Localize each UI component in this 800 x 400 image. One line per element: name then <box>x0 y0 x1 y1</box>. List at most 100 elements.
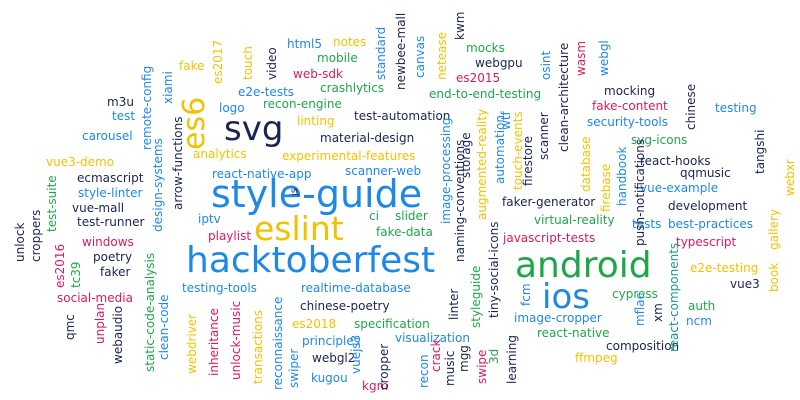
word-kwm: kwm <box>453 11 467 40</box>
word-style-guide: style-guide <box>211 172 423 216</box>
word-qmc: qmc <box>63 314 77 340</box>
word-fake-content: fake-content <box>592 99 668 113</box>
word-learning: learning <box>505 335 519 384</box>
word-webaudio: webaudio <box>111 305 125 364</box>
word-m3u: m3u <box>107 95 134 109</box>
word-principles: principles <box>302 334 361 348</box>
word-croppers: croppers <box>29 209 43 262</box>
word-notes: notes <box>333 35 367 49</box>
word-chinese: chinese <box>684 83 698 130</box>
word-mgg: mgg <box>457 345 471 372</box>
word-database: database <box>579 136 593 192</box>
word-image-processing: image-processing <box>439 117 453 224</box>
word-specification: specification <box>354 317 430 331</box>
word-faker: faker <box>100 265 131 279</box>
word-static-code-analysis: static-code-analysis <box>143 252 157 372</box>
word-storage: storage <box>459 132 473 178</box>
word-cropper: cropper <box>377 343 391 390</box>
word-test: test <box>112 109 136 123</box>
word-ci: ci <box>369 209 379 223</box>
word-faker-generator: faker-generator <box>502 195 596 209</box>
word-playlist: playlist <box>208 229 252 243</box>
word-iptv: iptv <box>198 212 221 226</box>
word-tests: tests <box>632 217 662 231</box>
word-end-to-end-testing: end-to-end-testing <box>429 87 542 101</box>
word-gallery: gallery <box>767 208 781 250</box>
word-newbee-mall: newbee-mall <box>394 12 408 90</box>
word-auth: auth <box>688 299 716 313</box>
word-js: js <box>289 188 300 196</box>
word-unlock-music: unlock-music <box>229 300 243 380</box>
word-eslint: eslint <box>254 209 344 248</box>
word-poetry: poetry <box>93 250 133 264</box>
word-ncm: ncm <box>686 314 712 328</box>
word-best-practices: best-practices <box>668 217 754 231</box>
word-ffmpeg: ffmpeg <box>575 351 618 365</box>
word-scanner-web: scanner-web <box>345 164 422 178</box>
word-realtime-database: realtime-database <box>301 281 411 295</box>
word-es2016: es2016 <box>53 243 67 288</box>
word-music: music <box>443 350 457 386</box>
word-webgl: webgl <box>597 40 611 76</box>
word-tangshi: tangshi <box>753 129 767 174</box>
word-clean-architecture: clean-architecture <box>557 42 571 152</box>
word-html5: html5 <box>287 37 322 51</box>
word-unlock: unlock <box>13 222 27 262</box>
word-crashlytics: crashlytics <box>320 81 385 95</box>
word-mocking: mocking <box>604 84 656 98</box>
word-typescript: typescript <box>676 235 737 249</box>
word-test-suite: test-suite <box>45 175 59 232</box>
word-styleguide: styleguide <box>469 265 483 328</box>
word-android: android <box>515 245 652 286</box>
word-es2018: es2018 <box>292 317 337 331</box>
word-scanner: scanner <box>537 112 551 160</box>
word-xm: xm <box>651 303 665 322</box>
word-svg: svg <box>224 109 284 149</box>
word-security-tools: security-tools <box>587 115 669 129</box>
word-vue-mall: vue-mall <box>72 201 125 215</box>
word-development: development <box>668 199 748 213</box>
word-canvas: canvas <box>413 35 427 78</box>
word-push-notifications: push-notifications <box>633 138 647 246</box>
word-tc39: tc39 <box>69 261 83 288</box>
word-vue3: vue3 <box>730 277 760 291</box>
word-ios: ios <box>542 277 590 317</box>
word-cypress: cypress <box>612 287 658 301</box>
word-xiami: xiami <box>161 71 175 104</box>
word-tiny-social-icons: tiny-social-icons <box>487 221 501 318</box>
word-swipe: swipe <box>475 349 489 384</box>
word-es2015: es2015 <box>456 71 501 85</box>
word-e2e-testing: e2e-testing <box>690 261 759 275</box>
word-wasm: wasm <box>574 40 588 76</box>
word-web-sdk: web-sdk <box>293 67 343 81</box>
word-chinese-poetry: chinese-poetry <box>300 299 390 313</box>
word-arrow-functions: arrow-functions <box>171 116 185 210</box>
word-react-native-app: react-native-app <box>212 167 312 181</box>
word-touch: touch <box>241 46 255 80</box>
word-analytics: analytics <box>193 147 247 161</box>
word-test-automation: test-automation <box>354 109 451 123</box>
word-osint: osint <box>539 50 553 80</box>
word-standard: standard <box>374 26 388 80</box>
word-style-linter: style-linter <box>78 186 143 200</box>
word-javascript-tests: javascript-tests <box>503 231 596 245</box>
word-image-cropper: image-cropper <box>514 311 602 325</box>
word-slider: slider <box>395 209 428 223</box>
word-svg-icons: svg-icons <box>631 133 688 147</box>
word-reconnaissance: reconnaissance <box>271 296 285 390</box>
word-transactions: transactions <box>251 309 265 384</box>
word-experimental-features: experimental-features <box>282 149 416 163</box>
word-logo: logo <box>219 101 245 115</box>
word-vuejs3: vuejs3 <box>349 334 363 374</box>
word-webgl2: webgl2 <box>312 351 356 365</box>
word-firebase: firebase <box>599 163 613 212</box>
word-test-runner: test-runner <box>77 215 145 229</box>
word-qqmusic: qqmusic <box>680 166 731 180</box>
word-ecmascript: ecmascript <box>77 171 144 185</box>
word-react-native: react-native <box>537 326 610 340</box>
word-handbook: handbook <box>615 146 629 206</box>
word-hacktoberfest: hacktoberfest <box>186 240 436 281</box>
word-linting: linting <box>297 114 335 128</box>
word-webgpu: webgpu <box>475 56 523 70</box>
